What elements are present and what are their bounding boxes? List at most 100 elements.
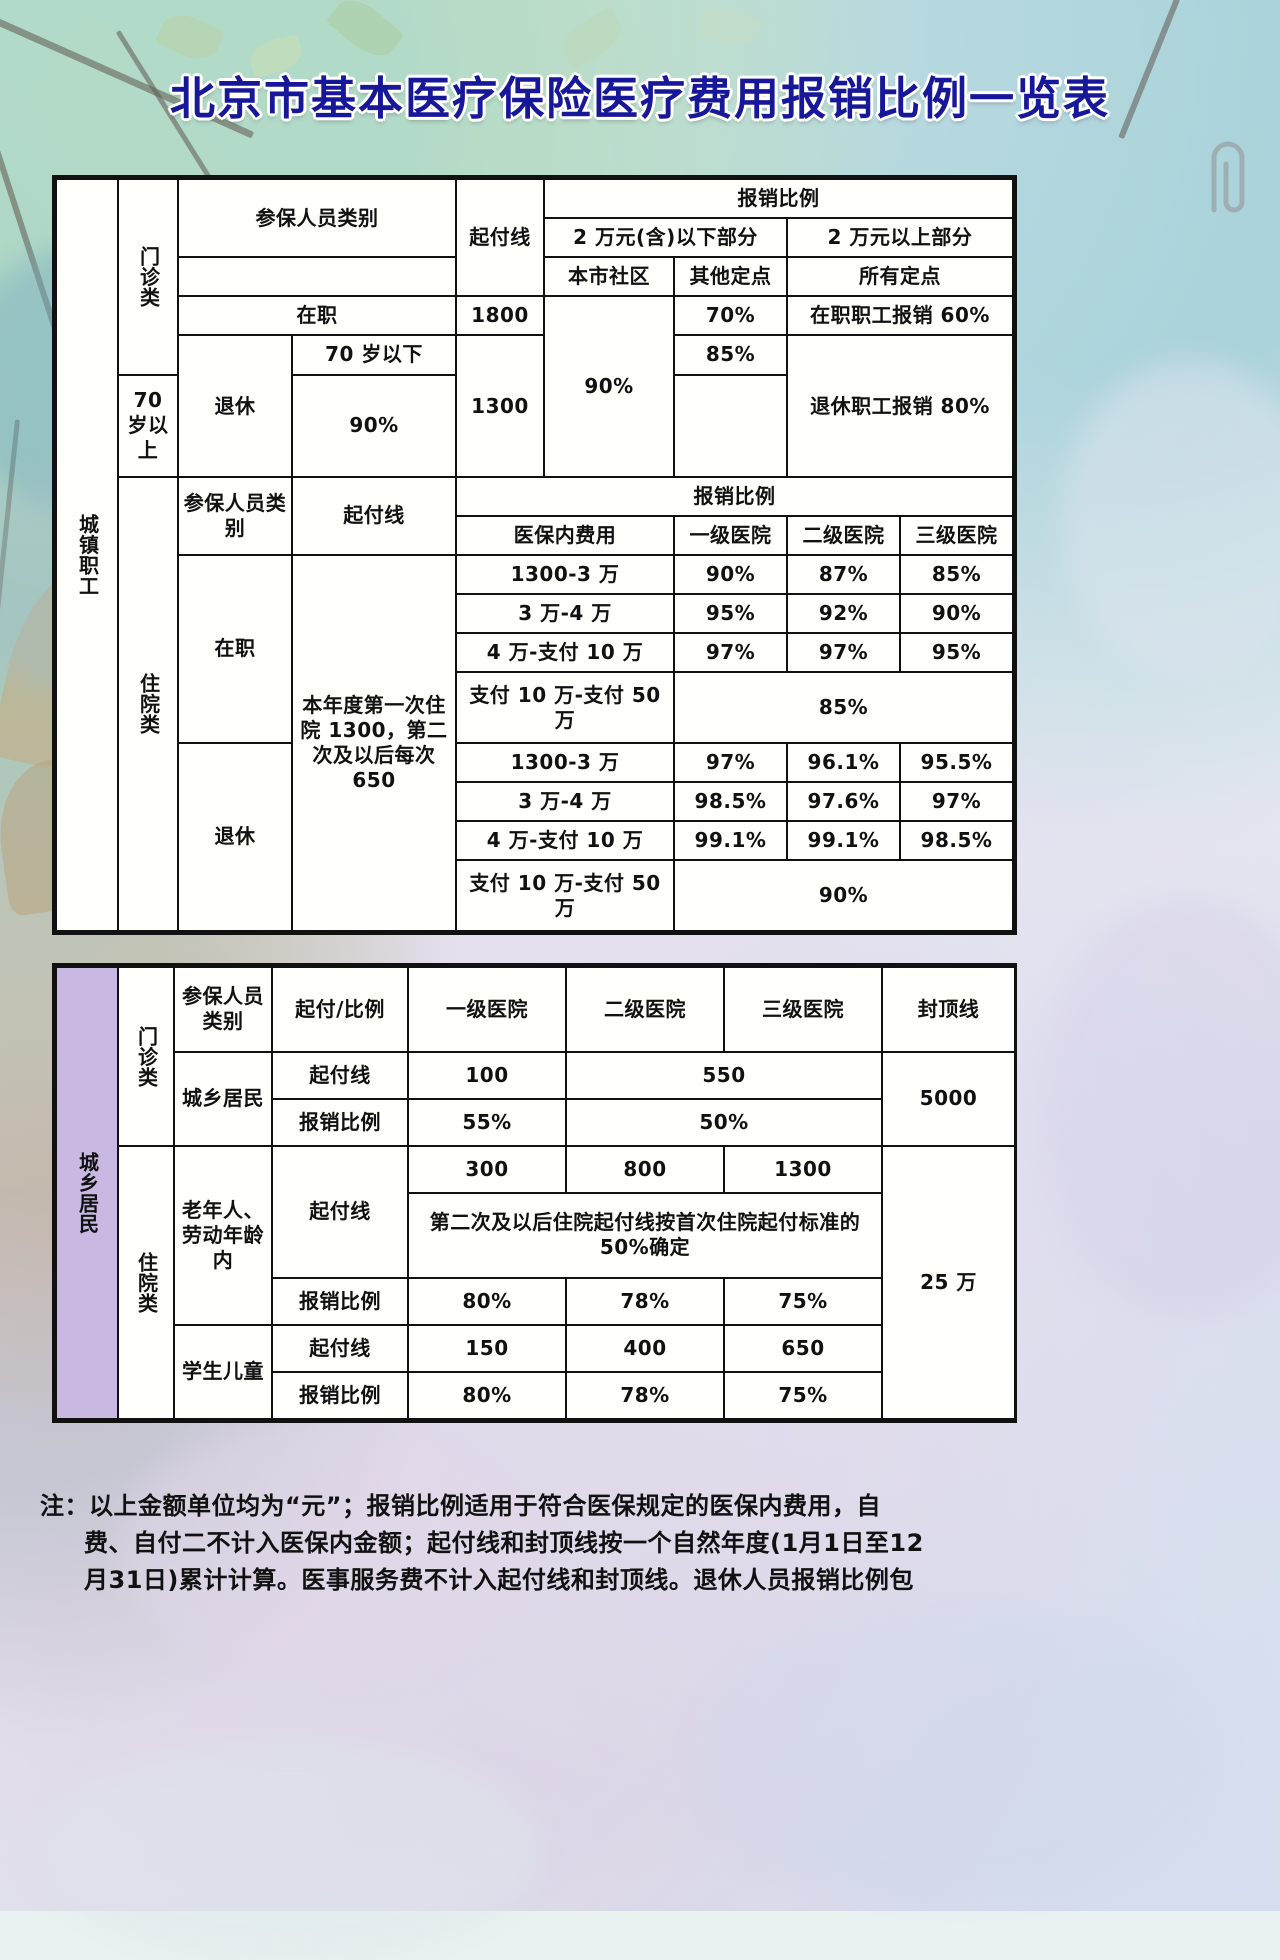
page-title: 北京市基本医疗保险医疗费用报销比例一览表 bbox=[169, 72, 1110, 125]
cell-deduct-l1: 300 bbox=[407, 1144, 567, 1194]
table-row: 支付 10 万-支付 50 万 90% bbox=[56, 859, 1014, 932]
cell-deduct-l1: 150 bbox=[407, 1323, 567, 1373]
cell-ratio-l1: 80% bbox=[407, 1370, 567, 1421]
cell-l2: 92% bbox=[786, 593, 901, 635]
cell-l3: 85% bbox=[899, 553, 1014, 596]
cell-outpatient-cap: 5000 bbox=[881, 1050, 1016, 1147]
cell-l3: 98.5% bbox=[899, 820, 1014, 862]
cell-ratio-l2: 78% bbox=[565, 1370, 725, 1421]
side-label-employee: 城镇职工 bbox=[55, 178, 119, 932]
header-inpatient-deductible: 起付线 bbox=[291, 475, 457, 556]
cell-range: 1300-3 万 bbox=[455, 553, 675, 596]
header-under-20k: 2 万元(含)以下部分 bbox=[543, 217, 788, 259]
resident-group-students-children: 学生儿童 bbox=[173, 1323, 273, 1421]
cell-active-deductible: 1800 bbox=[455, 295, 545, 337]
row-label-deductible: 起付线 bbox=[271, 1050, 409, 1100]
footnote-line-1: 注：以上金额单位均为“元”；报销比例适用于符合医保规定的医保内费用，自 bbox=[40, 1492, 882, 1520]
table-row: 70 岁以上 90% bbox=[56, 373, 1013, 478]
cell-l1: 98.5% bbox=[673, 781, 788, 823]
header-in-scope-cost: 医保内费用 bbox=[455, 514, 675, 556]
header-over-20k: 2 万元以上部分 bbox=[786, 217, 1014, 259]
section-label-inpatient: 住院类 bbox=[117, 1144, 175, 1421]
cell-l1: 95% bbox=[673, 593, 788, 635]
cell-l1: 100 bbox=[407, 1050, 567, 1100]
cell-range: 支付 10 万-支付 50 万 bbox=[455, 671, 675, 744]
row-active-label: 在职 bbox=[177, 295, 457, 337]
table-row: 报销比例 80% 78% 75% bbox=[56, 1370, 1015, 1421]
table-row: 退休 70 岁以下 1300 85% 退休职工报销 80% bbox=[56, 334, 1014, 478]
resident-group-elderly-working: 老年人、劳动年龄内 bbox=[173, 1144, 273, 1326]
cell-l2: 87% bbox=[786, 553, 901, 596]
footnote-line-2: 费、自付二不计入医保内金额；起付线和封顶线按一个自然年度(1月1日至12 bbox=[84, 1529, 924, 1558]
section-label-outpatient: 门诊类 bbox=[117, 966, 175, 1147]
cell-l2-l3-merged: 550 bbox=[565, 1050, 883, 1100]
cell-active-all: 在职职工报销 60% bbox=[786, 295, 1014, 337]
cell-retired-all: 退休职工报销 80% bbox=[786, 334, 1014, 478]
cell-deduct-l2: 800 bbox=[565, 1144, 725, 1194]
footnote: 注：以上金额单位均为“元”；报销比例适用于符合医保规定的医保内费用，自 费、自付… bbox=[40, 1488, 1060, 1600]
cell-range: 4 万-支付 10 万 bbox=[455, 820, 675, 862]
inpatient-retired-label: 退休 bbox=[177, 741, 293, 933]
cell-l1: 90% bbox=[673, 553, 788, 596]
cell-l2-l3-merged: 50% bbox=[565, 1097, 883, 1147]
table-row: 城镇职工 门诊类 参保人员类别 起付线 报销比例 bbox=[55, 177, 1014, 932]
cell-l3: 95.5% bbox=[899, 741, 1014, 784]
cell-range: 4 万-支付 10 万 bbox=[455, 632, 675, 674]
footnote-line-3: 月31日)累计计算。医事服务费不计入起付线和封顶线。退休人员报销比例包 bbox=[84, 1566, 914, 1595]
table-employee: 城镇职工 门诊类 参保人员类别 起付线 报销比例 2 万元(含)以下部分 2 万… bbox=[55, 177, 1014, 933]
cell-deduct-l2: 400 bbox=[565, 1323, 725, 1373]
cell-l3: 97% bbox=[899, 781, 1014, 823]
resident-outpatient-category: 城乡居民 bbox=[173, 1050, 273, 1147]
header-other-designated: 其他定点 bbox=[673, 256, 788, 298]
section-label-inpatient: 住院类 bbox=[117, 475, 179, 933]
cell-active-other: 70% bbox=[673, 295, 788, 337]
row-label-ratio: 报销比例 bbox=[271, 1370, 409, 1421]
cell-inpatient-cap: 25 万 bbox=[881, 1144, 1016, 1421]
cell-second-admission-note: 第二次及以后住院起付线按首次住院起付标准的 50%确定 bbox=[407, 1191, 883, 1279]
cell-l1: 99.1% bbox=[673, 820, 788, 862]
table-row: 医保内费用 一级医院 二级医院 三级医院 bbox=[56, 514, 1014, 556]
table-row: 学生儿童 起付线 150 400 650 bbox=[56, 1323, 1015, 1421]
cell-l1: 97% bbox=[673, 741, 788, 784]
cell-l2: 97.6% bbox=[786, 781, 901, 823]
cell-retired-over70: 70 岁以上 bbox=[117, 373, 179, 478]
row-label-ratio: 报销比例 bbox=[271, 1276, 409, 1326]
inpatient-deductible-text: 本年度第一次住院 1300，第二次及以后每次 650 bbox=[291, 553, 457, 933]
cell-l3: 95% bbox=[899, 632, 1014, 674]
header-inpatient-category: 参保人员类别 bbox=[177, 475, 293, 556]
table-row: 3 万-4 万 98.5% 97.6% 97% bbox=[56, 781, 1014, 823]
cell-ratio-l3: 75% bbox=[723, 1276, 883, 1326]
cell-l2: 96.1% bbox=[786, 741, 901, 784]
resident-insurance-table: 城乡居民 门诊类 参保人员类别 起付/比例 一级医院 二级医院 三级医院 封顶线… bbox=[52, 963, 1017, 1423]
cell-range: 1300-3 万 bbox=[455, 741, 675, 784]
row-retired-label: 退休 bbox=[177, 334, 293, 478]
header-category-blank bbox=[177, 256, 457, 298]
table-row: 报销比例 55% 50% bbox=[56, 1097, 1015, 1147]
cell-retired-deductible: 1300 bbox=[455, 334, 545, 478]
table-row: 4 万-支付 10 万 97% 97% 95% bbox=[56, 632, 1014, 674]
header-level1-hospital: 一级医院 bbox=[673, 514, 788, 556]
cell-deduct-l3: 650 bbox=[723, 1323, 883, 1373]
table-resident: 城乡居民 门诊类 参保人员类别 起付/比例 一级医院 二级医院 三级医院 封顶线… bbox=[55, 966, 1016, 1421]
table-row: 第二次及以后住院起付线按首次住院起付标准的 50%确定 bbox=[56, 1191, 1015, 1279]
cell-retired-over70-other: 90% bbox=[291, 373, 457, 478]
row-label-deductible: 起付线 bbox=[271, 1323, 409, 1373]
table-row: 本市社区 其他定点 所有定点 bbox=[56, 256, 1014, 298]
header-deductible: 起付线 bbox=[455, 177, 545, 298]
cell-range: 支付 10 万-支付 50 万 bbox=[455, 859, 675, 932]
table-row: 城乡居民 起付线 100 550 5000 bbox=[56, 1050, 1016, 1147]
cell-l3: 90% bbox=[899, 593, 1014, 635]
table-row: 在职 本年度第一次住院 1300，第二次及以后每次 650 1300-3 万 9… bbox=[56, 553, 1014, 933]
cell-range: 3 万-4 万 bbox=[455, 781, 675, 823]
paperclip-icon bbox=[1211, 141, 1245, 213]
cell-retired-under70: 70 岁以下 bbox=[291, 334, 457, 376]
cell-l1: 97% bbox=[673, 632, 788, 674]
cell-l1: 55% bbox=[407, 1097, 567, 1147]
employee-insurance-table: 城镇职工 门诊类 参保人员类别 起付线 报销比例 2 万元(含)以下部分 2 万… bbox=[52, 175, 1017, 935]
table-row: 住院类 参保人员类别 起付线 报销比例 bbox=[56, 475, 1014, 933]
table-row: 2 万元(含)以下部分 2 万元以上部分 bbox=[56, 217, 1014, 259]
cell-retired-under70-other: 85% bbox=[673, 334, 788, 376]
cell-ratio-l1: 80% bbox=[407, 1276, 567, 1326]
cell-community-ratio: 90% bbox=[543, 295, 675, 478]
table-row: 报销比例 80% 78% 75% bbox=[56, 1276, 1015, 1326]
